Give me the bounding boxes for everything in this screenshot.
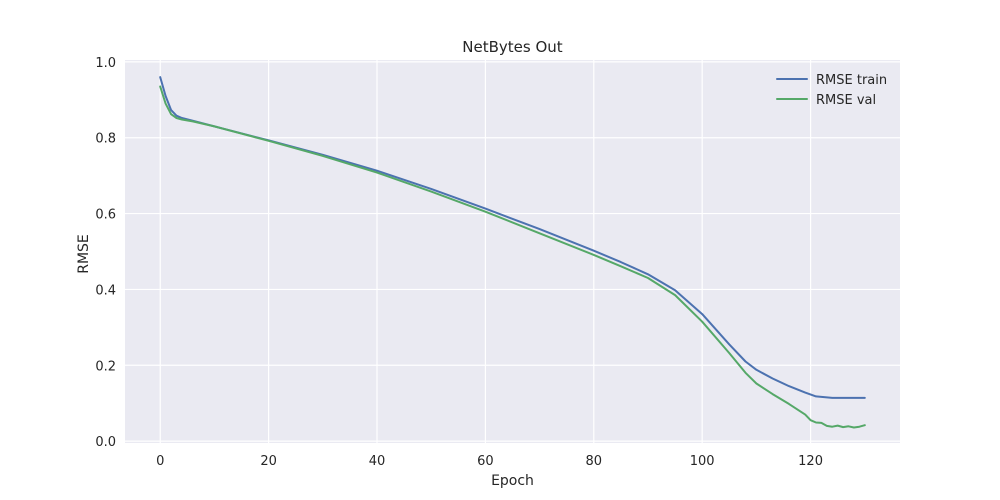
y-tick-label: 1.0 [95, 56, 116, 71]
x-tick-label: 100 [690, 454, 715, 469]
plot-background [125, 60, 900, 443]
series-line-val [159, 85, 866, 429]
x-tick-label: 60 [477, 454, 494, 469]
legend-label-val: RMSE val [816, 93, 876, 108]
y-tick-label: 0.0 [95, 435, 116, 450]
x-tick-label: 40 [369, 454, 386, 469]
x-axis-label: Epoch [491, 473, 534, 489]
series-group [159, 76, 866, 429]
x-tick-label: 120 [798, 454, 823, 469]
series-line-train [159, 76, 866, 399]
y-tick-label: 0.6 [95, 208, 116, 223]
y-tick-label: 0.4 [95, 283, 116, 298]
legend-label-train: RMSE train [816, 73, 887, 88]
y-axis-ticks: 0.0 0.2 0.4 0.6 0.8 1.0 [95, 56, 116, 450]
y-axis-label: RMSE [76, 234, 92, 274]
legend: RMSE train RMSE val [776, 73, 887, 108]
y-tick-label: 0.2 [95, 359, 116, 374]
x-axis-ticks: 0 20 40 60 80 100 120 [156, 454, 823, 469]
x-tick-label: 0 [156, 454, 164, 469]
x-tick-label: 80 [586, 454, 603, 469]
x-tick-label: 20 [260, 454, 277, 469]
y-tick-label: 0.8 [95, 132, 116, 147]
chart-title: NetBytes Out [462, 38, 563, 56]
